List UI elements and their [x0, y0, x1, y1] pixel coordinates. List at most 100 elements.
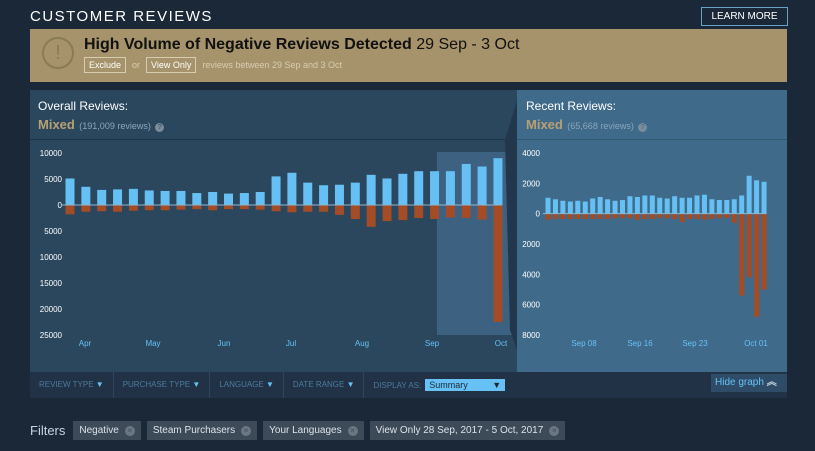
- y-tick-label: 5000: [44, 175, 62, 184]
- display-as-select[interactable]: Summary ▼: [425, 379, 506, 391]
- banner-actions: Exclude or View Only reviews between 29 …: [84, 57, 342, 73]
- positive-bar: [366, 174, 376, 205]
- negative-bar: [382, 205, 392, 222]
- close-icon[interactable]: ×: [124, 425, 135, 436]
- negative-bar: [731, 213, 737, 223]
- negative-bar: [208, 205, 218, 211]
- x-tick-label: Apr: [79, 339, 92, 348]
- negative-bar: [160, 205, 170, 211]
- positive-bar: [687, 197, 693, 214]
- positive-bar: [605, 199, 611, 214]
- negative-bar: [303, 205, 313, 212]
- help-icon[interactable]: ?: [155, 123, 165, 132]
- positive-bar: [724, 200, 730, 214]
- positive-bar: [672, 196, 678, 214]
- x-tick-label: Sep 23: [682, 339, 708, 348]
- positive-bar: [350, 182, 360, 205]
- x-tick-label: Oct 01: [744, 339, 768, 348]
- positive-bar: [81, 186, 91, 205]
- positive-bar: [239, 193, 249, 205]
- y-tick-label: 0: [536, 210, 541, 219]
- purchase-type-dropdown[interactable]: PURCHASE TYPE ▼: [114, 372, 211, 398]
- positive-bar: [649, 195, 655, 214]
- filter-chip-negative[interactable]: Negative ×: [73, 421, 141, 440]
- negative-bar: [605, 213, 611, 219]
- y-tick-label: 2000: [522, 179, 540, 188]
- help-icon[interactable]: ?: [638, 123, 648, 132]
- negative-bar: [224, 205, 233, 210]
- negative-bar: [679, 213, 685, 223]
- filter-chip-languages[interactable]: Your Languages ×: [263, 421, 364, 440]
- negative-bar: [97, 205, 107, 212]
- positive-bar: [176, 190, 186, 205]
- filter-bar: REVIEW TYPE ▼ PURCHASE TYPE ▼ LANGUAGE ▼…: [30, 372, 787, 398]
- overall-rating: Mixed: [38, 117, 75, 132]
- positive-bar: [620, 200, 625, 214]
- positive-bar: [664, 198, 670, 214]
- chip-label: Negative: [79, 425, 119, 436]
- language-dropdown[interactable]: LANGUAGE ▼: [210, 372, 284, 398]
- negative-bar: [642, 213, 648, 219]
- positive-bar: [334, 184, 344, 205]
- positive-bar: [319, 185, 329, 205]
- date-range-dropdown[interactable]: DATE RANGE ▼: [284, 372, 365, 398]
- x-tick-label: Sep 16: [627, 339, 653, 348]
- close-icon[interactable]: ×: [241, 425, 252, 436]
- negative-bar: [657, 213, 663, 219]
- learn-more-button[interactable]: LEARN MORE: [701, 7, 788, 26]
- y-tick-label: 10000: [40, 253, 63, 262]
- x-tick-label: Sep: [425, 339, 440, 348]
- positive-bar: [113, 189, 123, 205]
- banner-range: 29 Sep - 3 Oct: [416, 36, 520, 53]
- double-chevron-up-icon: ︽: [766, 377, 777, 388]
- negative-bar: [430, 205, 440, 220]
- overall-chart: 10000 5000 0 5000 10000 15000 20000 25000 Apr May…: [40, 149, 508, 348]
- review-type-dropdown[interactable]: REVIEW TYPE ▼: [30, 372, 114, 398]
- caret-down-icon: ▼: [192, 380, 201, 389]
- negative-bar: [461, 205, 471, 218]
- negative-bar: [113, 205, 123, 212]
- negative-bar: [271, 205, 281, 212]
- positive-bar: [627, 196, 633, 214]
- y-tick-label: 6000: [522, 301, 540, 310]
- overall-count: (191,009 reviews): [79, 121, 151, 131]
- positive-bar: [97, 189, 107, 205]
- close-icon[interactable]: ×: [549, 425, 560, 436]
- negative-bar: [545, 213, 551, 220]
- negative-bar: [552, 213, 558, 219]
- negative-reviews-banner: ! High Volume of Negative Reviews Detect…: [30, 29, 787, 82]
- view-only-button[interactable]: View Only: [146, 57, 197, 73]
- filter-chip-steam-purchasers[interactable]: Steam Purchasers ×: [146, 421, 258, 440]
- filter-chip-date-range[interactable]: View Only 28 Sep, 2017 - 5 Oct, 2017 ×: [369, 421, 566, 440]
- hide-graph-button[interactable]: Hide graph ︽: [711, 374, 787, 392]
- negative-bar: [687, 213, 693, 219]
- chip-label: Steam Purchasers: [152, 425, 236, 436]
- zoom-connector: [505, 100, 517, 350]
- y-tick-label: 15000: [40, 279, 63, 288]
- negative-bar: [746, 213, 752, 278]
- negative-bar: [709, 213, 715, 219]
- negative-bar: [694, 213, 700, 219]
- negative-bar: [761, 213, 767, 290]
- positive-bar: [657, 197, 663, 214]
- negative-bar: [128, 205, 138, 211]
- recent-summary: Recent Reviews: Mixed (65,668 reviews) ?: [526, 99, 648, 134]
- positive-bar: [746, 175, 752, 214]
- positive-bar: [754, 180, 760, 214]
- positive-bar: [694, 195, 700, 214]
- overall-label: Overall Reviews:: [38, 99, 129, 113]
- negative-bar: [701, 213, 707, 220]
- positive-bar: [128, 188, 138, 205]
- close-icon[interactable]: ×: [347, 425, 358, 436]
- filters-label: Filters: [30, 423, 66, 438]
- negative-bar: [144, 205, 154, 211]
- negative-bar: [620, 213, 625, 219]
- caret-down-icon: ▼: [492, 380, 502, 390]
- positive-bar: [493, 158, 503, 205]
- positive-bar: [192, 193, 202, 205]
- negative-bar: [319, 205, 329, 212]
- positive-bar: [642, 195, 648, 214]
- exclude-button[interactable]: Exclude: [84, 57, 127, 73]
- negative-bar: [414, 205, 424, 218]
- negative-bar: [65, 205, 75, 215]
